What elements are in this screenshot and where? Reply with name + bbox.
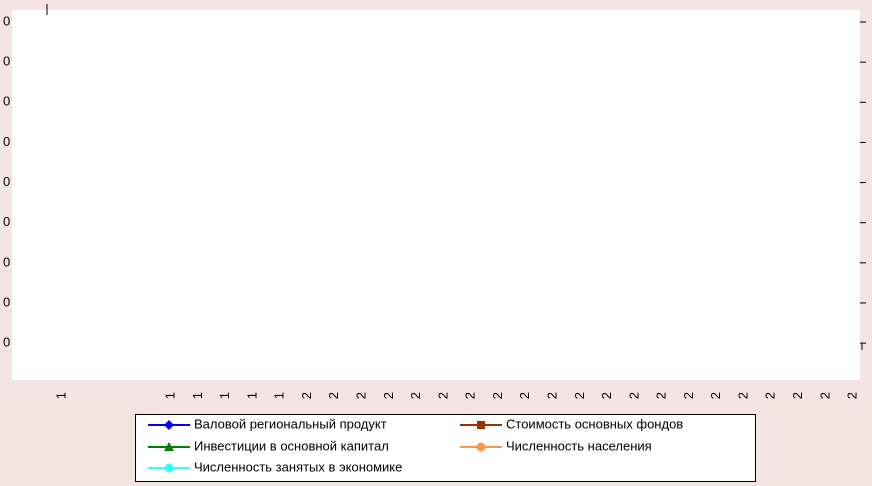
y-tick-label: 0 (3, 13, 10, 28)
x-tick-label: 2 (408, 392, 423, 399)
x-tick-label: 2 (763, 392, 778, 399)
x-tick-label: 2 (654, 392, 669, 399)
legend-marker (164, 463, 174, 473)
legend-marker (164, 442, 174, 451)
legend-label: Численность занятых в экономике (194, 459, 402, 474)
legend-label: Численность населения (506, 438, 652, 453)
x-tick-label: 1 (163, 392, 178, 399)
legend (135, 414, 756, 482)
y-tick-label: 0 (3, 94, 10, 109)
legend-marker (477, 421, 485, 429)
y-tick-label: 0 (3, 294, 10, 309)
legend-label: Инвестиции в основной капитал (194, 438, 389, 453)
x-tick-label: 1 (272, 392, 287, 399)
y-tick-label: 0 (3, 54, 10, 69)
x-tick-label: 1 (244, 392, 259, 399)
x-tick-label: 2 (299, 392, 314, 399)
x-tick-label: 2 (817, 392, 832, 399)
x-tick-label: 2 (490, 392, 505, 399)
x-tick-label: 2 (735, 392, 750, 399)
x-tick-label: 2 (354, 392, 369, 399)
x-tick-label: 2 (463, 392, 478, 399)
x-tick-label: 2 (435, 392, 450, 399)
legend-marker (476, 442, 486, 452)
y-tick-label: 0 (3, 214, 10, 229)
legend-label: Валовой региональный продукт (194, 416, 387, 431)
x-tick-label: 1 (190, 392, 205, 399)
y-tick-label: 0 (3, 254, 10, 269)
legend-marker (164, 420, 174, 430)
x-tick-label: 2 (326, 392, 341, 399)
x-tick-label: 2 (626, 392, 641, 399)
x-tick-label: 2 (681, 392, 696, 399)
y-tick-label: 0 (3, 335, 10, 350)
x-tick-label: 1 (217, 392, 232, 399)
x-tick-label: 2 (845, 392, 860, 399)
x-tick-label: 2 (599, 392, 614, 399)
plot-area (12, 10, 860, 380)
legend-label: Стоимость основных фондов (506, 416, 683, 431)
x-tick-label: 2 (708, 392, 723, 399)
x-tick-label: 2 (517, 392, 532, 399)
y-tick-label: 0 (3, 134, 10, 149)
x-tick-label: 2 (544, 392, 559, 399)
x-tick-label: 2 (381, 392, 396, 399)
x-tick-label: 1 (53, 392, 68, 399)
x-tick-label: 2 (790, 392, 805, 399)
x-tick-label: 2 (572, 392, 587, 399)
y-tick-label: 0 (3, 174, 10, 189)
